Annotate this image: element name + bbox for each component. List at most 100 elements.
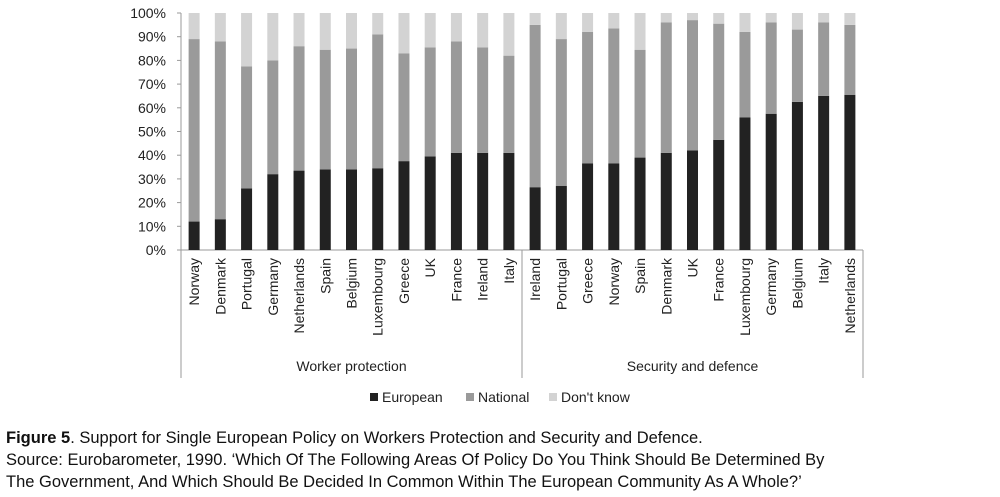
y-tick-label: 50% [138,124,166,140]
bar-segment [608,163,620,250]
bar-segment [739,31,751,118]
bar-segment [214,13,226,42]
bar-segment [424,13,436,48]
y-tick-label: 70% [138,76,166,92]
bar-segment [398,161,410,250]
bar-segment [214,219,226,250]
bar-segment [346,169,357,250]
bar-segment [477,152,489,250]
bar-segment [188,221,200,250]
bar-segment [214,41,226,220]
bar-segment [818,95,830,250]
bar-segment [398,13,410,54]
bar-segment [241,13,253,67]
bar-segment [582,13,594,32]
y-tick-label: 60% [138,100,166,116]
bar-segment [791,101,803,250]
bar-segment [739,117,751,250]
x-tick-label: Spain [632,258,648,294]
bar-segment [267,60,279,175]
bar-segment [529,24,541,188]
x-tick-label: Luxembourg [737,258,753,336]
bar-segment [188,13,200,40]
bar-segment [424,47,436,157]
bar-segment [660,152,672,250]
bar-segment [818,22,830,96]
bar-segment [713,13,725,24]
bar-segment [188,39,200,222]
legend-swatch [370,393,378,401]
bar-segment [713,139,725,250]
x-tick-label: Italy [816,258,832,284]
x-tick-label: Portugal [239,258,255,310]
stacked-bar-chart: 0% 10% 20% 30% 40% 50% 60% 70% 80% 90% 100% Norway D… [130,5,864,405]
bar-segment [555,39,567,187]
bar-segment [241,66,253,189]
bar-segment [293,170,305,250]
bar-segment [267,174,279,250]
bar-segment [608,28,620,164]
group-label: Worker protection [296,358,406,374]
x-tick-label: Netherlands [842,258,858,334]
bar-segment [450,152,462,250]
bar-segment [634,13,646,50]
legend-swatch [466,393,474,401]
x-tick-label: Germany [763,258,779,316]
bar-segment [791,29,803,102]
bar-segment [529,13,541,25]
y-tick-label: 30% [138,171,166,187]
bar-segment [634,49,646,158]
legend-label: European [382,389,443,405]
bar-segment [687,13,698,21]
x-tick-label: Greece [580,258,596,304]
bar-segment [791,13,803,30]
caption-source-line-1: Source: Eurobarometer, 1990. ‘Which Of T… [6,451,825,469]
x-tick-label: Denmark [212,257,228,315]
x-tick-label: Norway [606,258,622,305]
bar-segment [765,22,777,114]
bar-segment [319,49,331,170]
bar-segment [765,13,777,23]
bar-segment [372,168,384,250]
bar-segment [582,31,594,164]
x-tick-label: Italy [501,258,517,284]
figure-title: . Support for Single European Policy on … [70,429,703,447]
bar-segment [450,41,462,153]
x-tick-label: France [448,258,464,302]
x-tick-label: Spain [317,258,333,294]
legend-swatch [549,393,557,401]
bar-segment [241,188,253,250]
x-tick-label: Ireland [527,258,543,301]
legend-label: Don't know [561,389,631,405]
figure-label: Figure 5 [6,429,71,447]
x-tick-label: UK [422,257,438,277]
bar-segment [739,13,751,32]
bar-segment [477,47,489,153]
figure-caption: Figure 5. Support for Single European Po… [6,428,996,448]
bar-segment [687,150,698,250]
x-tick-label: Greece [396,258,412,304]
bar-segment [582,163,594,250]
bar-segment [293,46,305,171]
bar-segment [687,20,698,151]
bar-segment [555,186,567,250]
bar-segment [765,113,777,250]
bar-segment [660,13,672,23]
x-tick-label: Netherlands [291,258,307,334]
y-tick-label: 90% [138,29,166,45]
y-tick-label: 100% [130,5,166,21]
bar-segment [450,13,462,42]
bar-segment [346,13,357,49]
bar-segment [818,13,830,23]
bar-segment [424,156,436,250]
bar-segment [844,94,856,250]
bar-segment [529,187,541,250]
y-tick-label: 20% [138,195,166,211]
x-tick-label: Germany [265,258,281,316]
bar-segment [319,169,331,250]
bar-segment [293,13,305,47]
x-tick-label: France [711,258,727,302]
bar-segment [372,34,384,169]
bar-segment [372,13,384,35]
x-tick-label: Portugal [553,258,569,310]
